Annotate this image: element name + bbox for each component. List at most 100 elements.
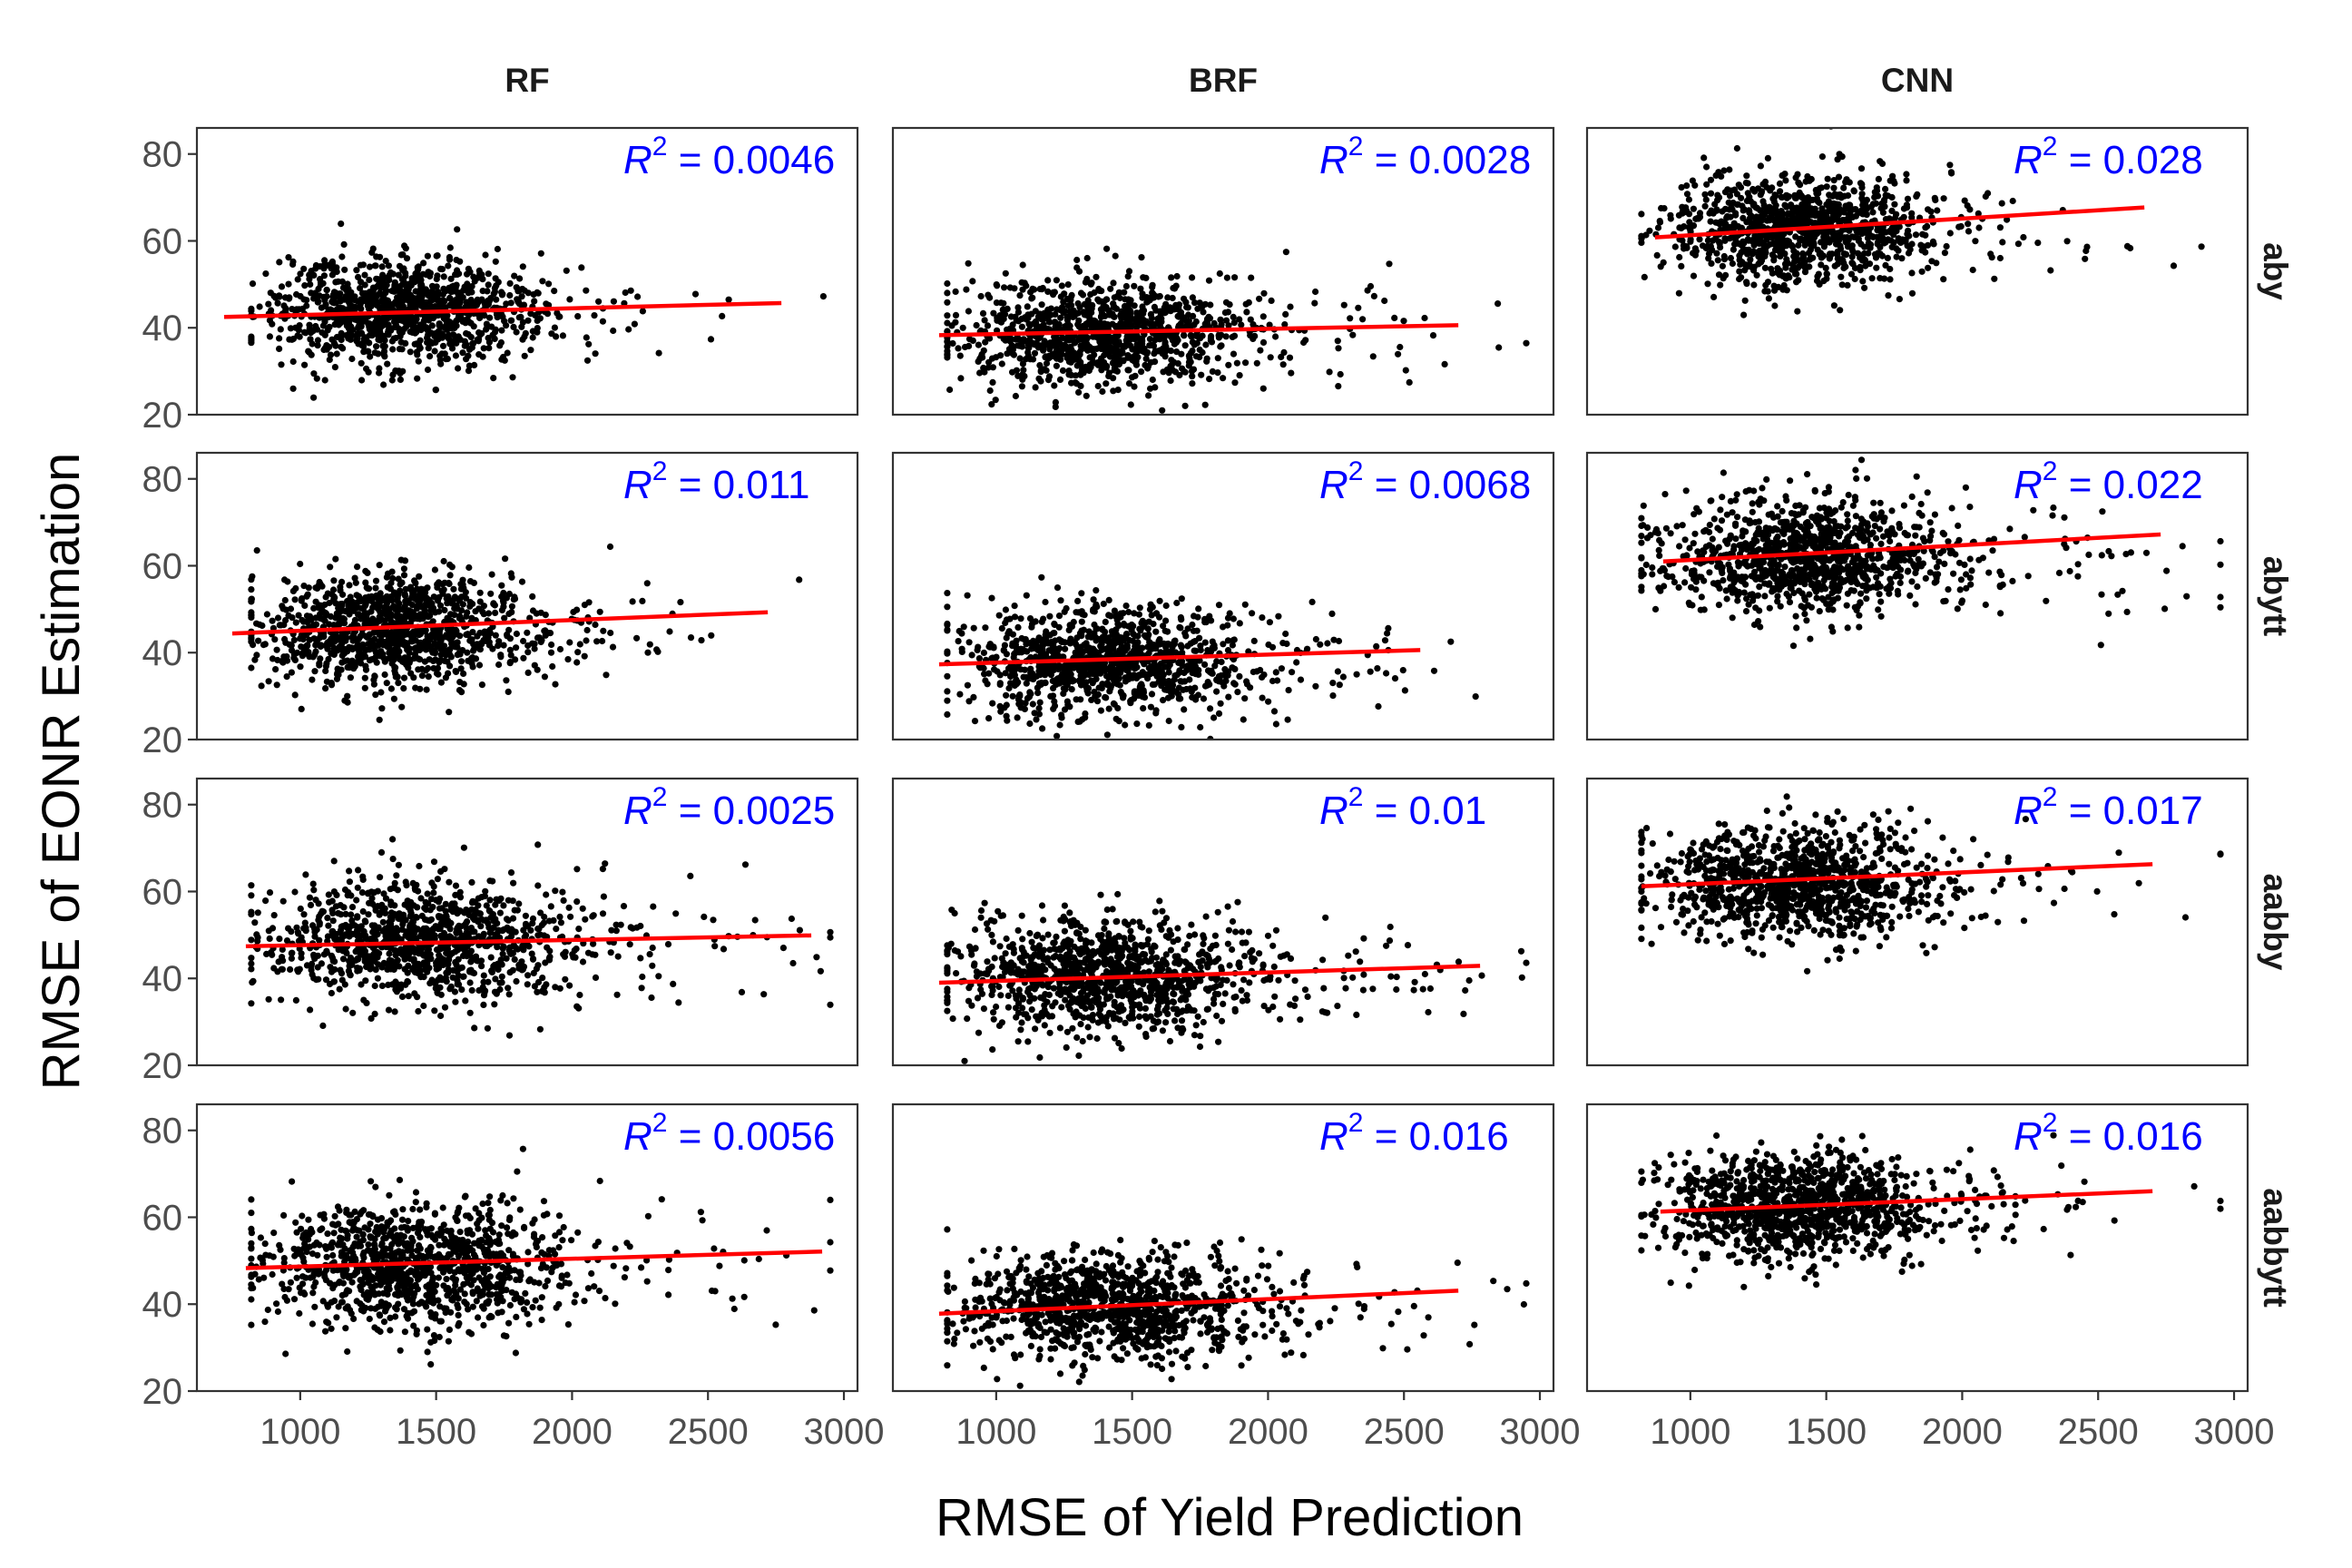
scatter-point [324,327,331,334]
scatter-point [1868,275,1876,282]
scatter-point [1185,352,1192,359]
scatter-point [1918,268,1926,275]
r2-annotation: R2 = 0.0046 [623,132,835,182]
scatter-point [307,280,314,288]
scatter-point [269,320,276,328]
scatter-point [1222,317,1230,324]
scatter-point [1875,175,1882,182]
scatter-point [1750,281,1758,289]
scatter-point [413,348,420,356]
scatter-point [1914,191,1921,198]
scatter-point [1690,272,1698,279]
scatter-point [1280,348,1288,356]
scatter-point [524,629,531,636]
scatter-point [365,641,372,648]
scatter-point [331,364,338,371]
scatter-point [975,655,983,662]
scatter-point [285,612,292,620]
scatter-point [1961,197,1968,204]
scatter-point [475,605,483,612]
scatter-point [599,318,607,325]
scatter-point [1236,672,1243,681]
scatter-point [1146,336,1153,343]
scatter-point [1736,275,1743,283]
scatter-point [426,272,434,280]
scatter-point [1169,294,1176,302]
panel-brf-aby: R2 = 0.0028 [891,126,1555,416]
scatter-point [416,611,424,618]
scatter-point [1060,299,1067,306]
scatter-point [1138,254,1145,261]
scatter-point [1165,669,1172,676]
scatter-point [1837,307,1844,314]
scatter-point [1761,264,1769,271]
scatter-point [1718,218,1725,225]
scatter-point [452,352,459,359]
scatter-point [1730,199,1737,207]
scatter-point [1887,237,1895,244]
scatter-point [1877,243,1884,250]
scatter-point [1736,268,1743,275]
scatter-point [430,626,437,633]
scatter-point [1050,289,1057,296]
scatter-point [397,656,404,663]
scatter-point [1060,309,1067,317]
scatter-point [287,325,294,332]
scatter-point [1044,377,1053,384]
scatter-point [428,282,436,289]
scatter-point [981,317,988,324]
scatter-point [944,351,951,358]
scatter-point [320,272,328,279]
scatter-point [498,327,505,334]
scatter-point [323,342,330,349]
scatter-point [1063,335,1070,342]
scatter-point [1061,706,1069,713]
scatter-point [1173,599,1181,607]
scatter-point [1335,345,1342,352]
scatter-point [631,320,639,328]
scatter-point [446,295,454,302]
scatter-point [1014,342,1022,349]
fit-line [231,610,769,636]
scatter-point [466,362,474,369]
scatter-point [599,637,606,645]
scatter-point [446,244,454,251]
scatter-point [1198,371,1205,378]
scatter-point [272,666,279,673]
scatter-point [289,385,297,392]
scatter-point [1340,301,1348,309]
scatter-point [2198,243,2205,250]
scatter-point [1019,286,1026,293]
scatter-point [1790,204,1798,211]
scatter-point [446,572,454,579]
scatter-point [1035,705,1043,712]
scatter-point [500,642,507,649]
scatter-point [1281,321,1289,328]
scatter-point [397,333,404,340]
scatter-point [1098,313,1105,320]
scatter-point [406,659,413,667]
scatter-point [418,665,426,673]
scatter-point [1965,228,1973,235]
scatter-point [2082,247,2090,255]
scatter-point [285,280,292,288]
scatter-point [1747,256,1754,263]
scatter-point [511,272,518,279]
scatter-point [440,273,447,280]
scatter-point [944,299,951,306]
scatter-point [1900,213,1907,220]
scatter-point [1096,320,1103,328]
scatter-point [300,583,308,590]
scatter-point [1999,239,2006,246]
scatter-point [1138,309,1145,318]
scatter-point [409,628,416,636]
scatter-point [1671,243,1679,250]
scatter-point [537,250,544,257]
scatter-point [1247,316,1254,323]
scatter-point [553,333,560,340]
scatter-point [1150,320,1157,328]
scatter-point [338,343,345,350]
scatter-point [1076,303,1083,311]
scatter-point [968,652,975,659]
scatter-point [427,338,435,346]
